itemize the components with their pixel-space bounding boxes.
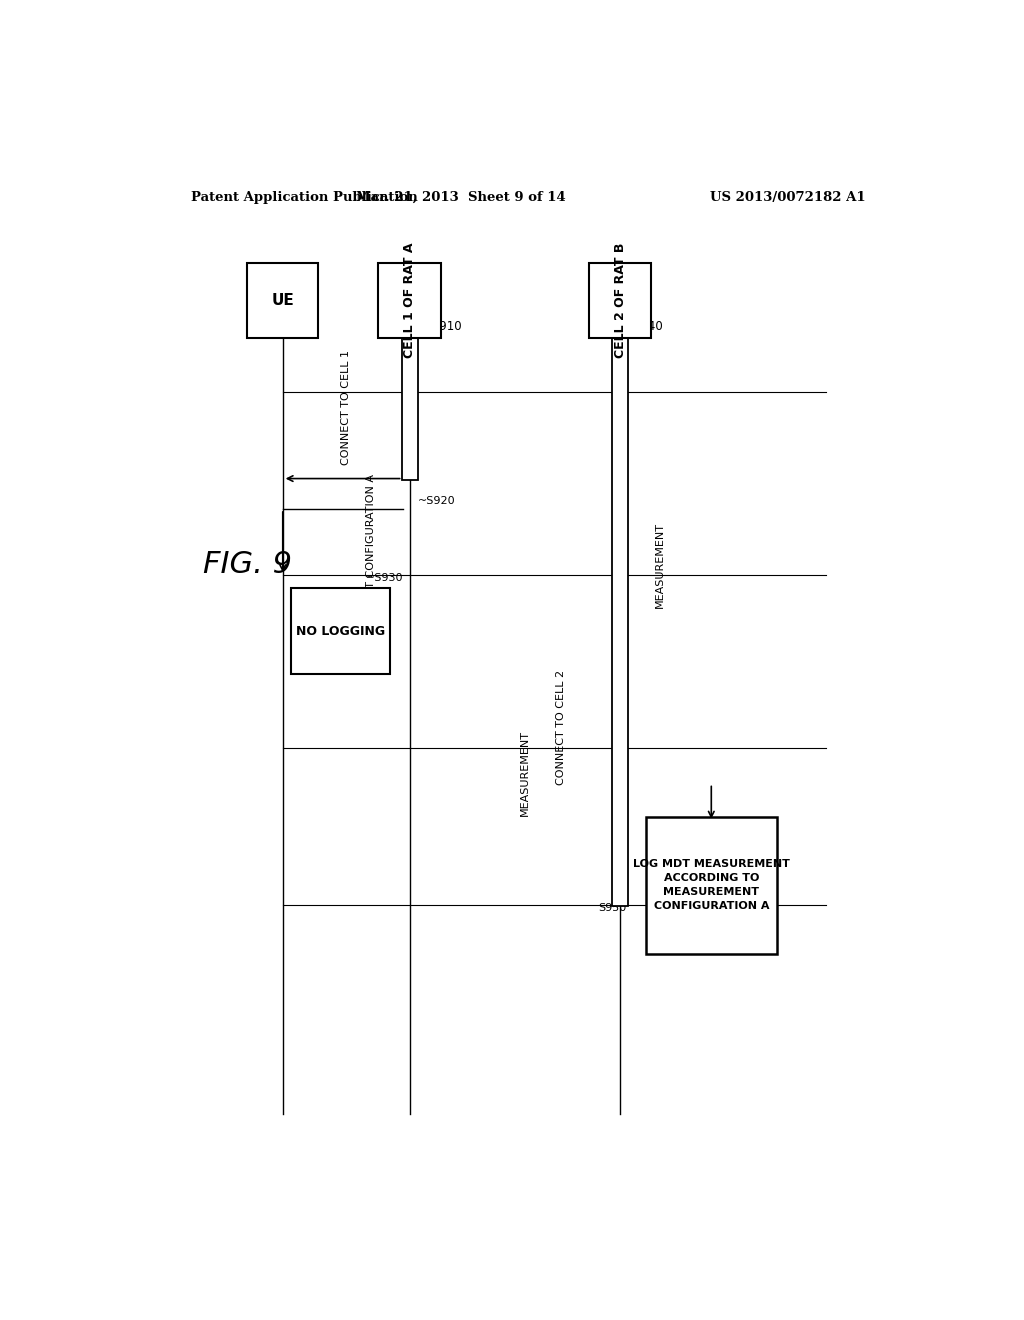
Text: US 2013/0072182 A1: US 2013/0072182 A1 (711, 190, 866, 203)
Text: UE: UE (271, 293, 294, 308)
Text: CONNECT TO CELL 1: CONNECT TO CELL 1 (341, 350, 351, 465)
Text: CELL 1 OF RAT A: CELL 1 OF RAT A (403, 243, 416, 359)
FancyBboxPatch shape (379, 263, 441, 338)
Text: MEASUREMENT CONFIGURATION A: MEASUREMENT CONFIGURATION A (366, 474, 376, 667)
Text: ~S920: ~S920 (418, 496, 456, 506)
Text: LOG MDT MEASUREMENT
ACCORDING TO
MEASUREMENT
CONFIGURATION A: LOG MDT MEASUREMENT ACCORDING TO MEASURE… (633, 859, 790, 911)
Text: FIG. 9: FIG. 9 (204, 550, 293, 579)
FancyBboxPatch shape (646, 817, 777, 954)
Text: MEASUREMENT: MEASUREMENT (520, 730, 529, 816)
Text: NO LOGGING: NO LOGGING (296, 624, 385, 638)
Text: Patent Application Publication: Patent Application Publication (191, 190, 418, 203)
Text: CELL 2 OF RAT B: CELL 2 OF RAT B (613, 243, 627, 359)
Text: CONNECT TO CELL 2: CONNECT TO CELL 2 (556, 671, 566, 785)
FancyBboxPatch shape (291, 587, 390, 675)
FancyBboxPatch shape (612, 335, 628, 907)
Text: S950: S950 (598, 903, 626, 913)
FancyBboxPatch shape (401, 335, 418, 479)
Text: MEASUREMENT: MEASUREMENT (654, 521, 665, 609)
Text: Mar. 21, 2013  Sheet 9 of 14: Mar. 21, 2013 Sheet 9 of 14 (356, 190, 566, 203)
Text: ~S930: ~S930 (367, 573, 403, 583)
Text: S940: S940 (634, 321, 664, 333)
Text: ~S910: ~S910 (423, 321, 463, 333)
FancyBboxPatch shape (589, 263, 651, 338)
FancyBboxPatch shape (248, 263, 318, 338)
